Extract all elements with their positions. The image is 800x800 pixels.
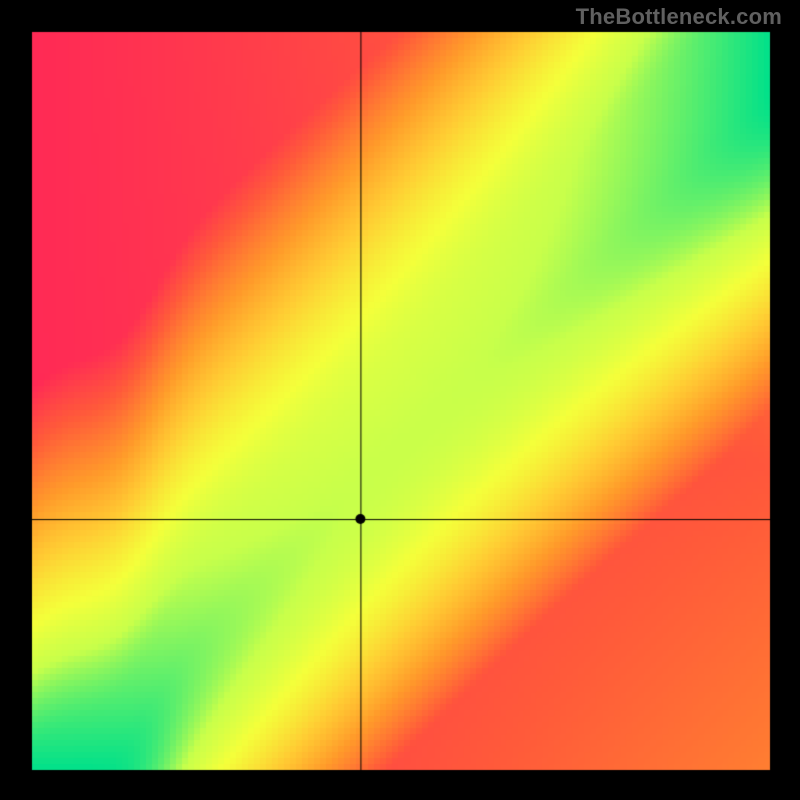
chart-container: TheBottleneck.com (0, 0, 800, 800)
watermark-text: TheBottleneck.com (576, 4, 782, 30)
heatmap-canvas (0, 0, 800, 800)
